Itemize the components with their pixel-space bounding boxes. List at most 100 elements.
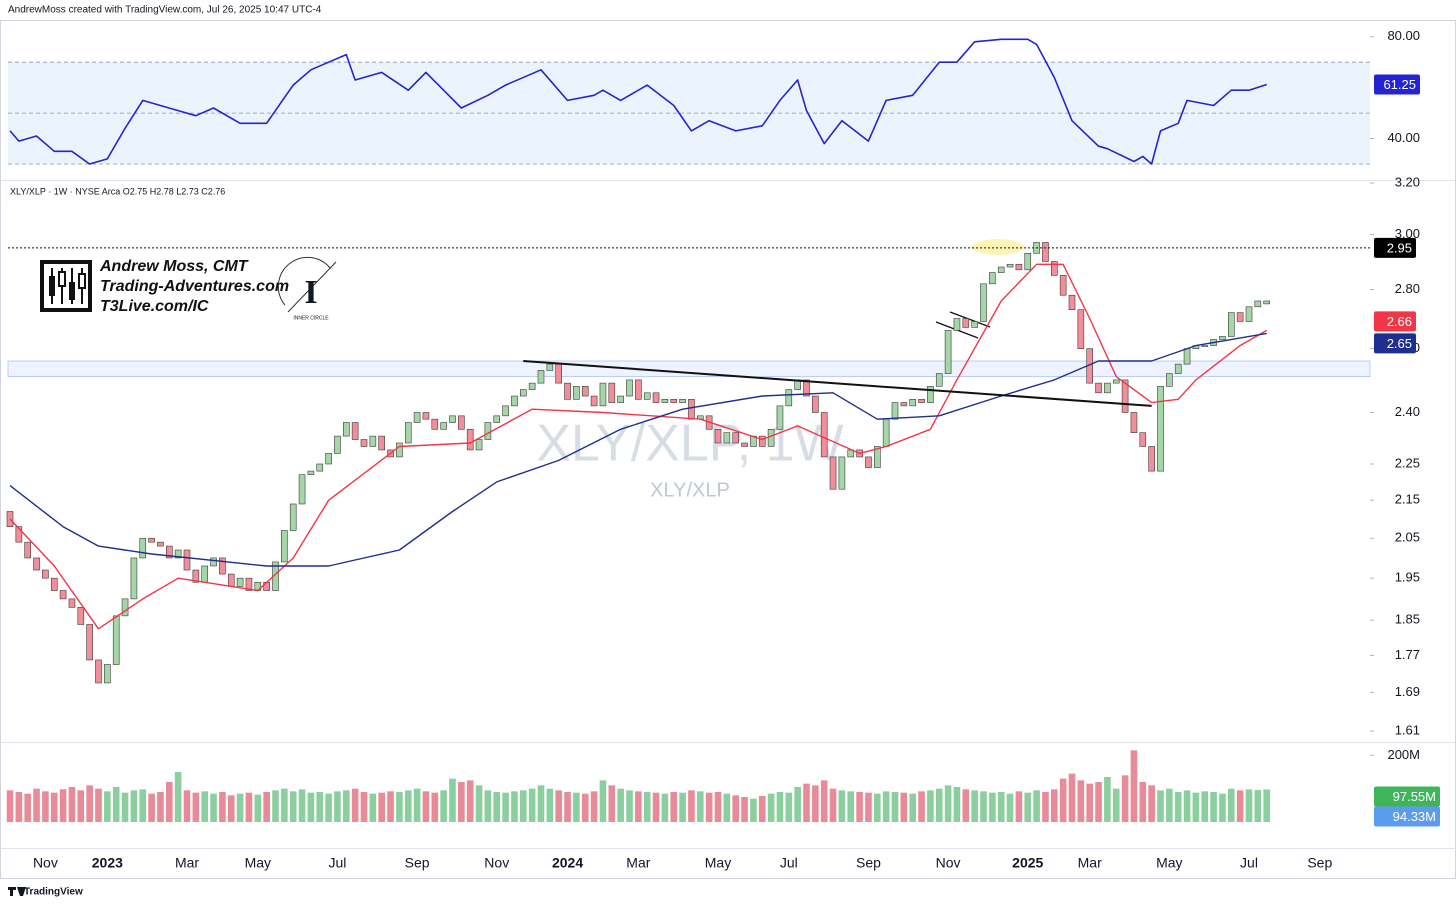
y-tick-label: 200M (1387, 747, 1420, 762)
volume-bar (935, 788, 943, 822)
volume-bar (599, 780, 607, 822)
zone (7, 360, 1371, 378)
volume-bar (1068, 773, 1076, 822)
volume-bar (68, 787, 76, 822)
volume-bar (927, 790, 934, 822)
volume-bar (475, 785, 483, 822)
x-tick-label: Mar (626, 855, 650, 871)
badge-text: INNER CIRCLE (293, 315, 329, 321)
volume-bar (608, 785, 616, 822)
volume-bar (192, 792, 200, 822)
candle (661, 399, 669, 403)
x-tick-label: Nov (484, 855, 509, 871)
volume-bar (121, 792, 129, 822)
candle (50, 577, 58, 591)
header: AndrewMoss created with TradingView.com,… (8, 5, 322, 16)
volume-bar (157, 792, 164, 822)
volume-bar (1042, 792, 1049, 822)
candle (918, 399, 925, 403)
volume-bar (874, 793, 881, 822)
volume-bar (493, 792, 501, 822)
candle (714, 428, 722, 444)
volume-bar (236, 793, 244, 822)
volume-bar (511, 791, 518, 822)
logo-candle (78, 273, 86, 289)
candle (1183, 348, 1191, 365)
candle (758, 435, 766, 447)
volume-bar (139, 789, 147, 822)
volume-bar (112, 787, 120, 822)
y-tick-label: 80.00 (1387, 28, 1420, 43)
candle (174, 549, 182, 559)
candle (688, 399, 695, 420)
volume-bar (794, 787, 801, 822)
volume-bar (166, 782, 173, 822)
volume-bar (289, 791, 297, 822)
volume-bar (803, 783, 810, 822)
candle (643, 392, 651, 400)
candle (68, 598, 76, 608)
rsi-last-label: 61.25 (1383, 77, 1416, 92)
footer-text: TradingView (24, 887, 83, 898)
candle (210, 557, 217, 567)
candle (139, 537, 147, 559)
volume-bar (1245, 789, 1253, 822)
candle (1024, 252, 1032, 271)
candle (732, 432, 740, 444)
volume-bar (732, 795, 739, 822)
y-tick-label: 1.77 (1395, 647, 1420, 662)
y-tick-label: 1.61 (1395, 722, 1420, 737)
logo-candle (69, 282, 75, 300)
candle (1077, 309, 1085, 349)
candle (935, 373, 943, 387)
y-tick-label: 1.85 (1395, 612, 1420, 627)
x-tick-label: Jul (780, 855, 798, 871)
candle (422, 412, 430, 420)
rsi-line (9, 38, 1267, 165)
ma-last-label: 2.66 (1387, 314, 1412, 329)
candle (785, 389, 793, 407)
volume-bar (130, 790, 138, 822)
candle (201, 565, 208, 583)
candle (475, 439, 483, 451)
candle (528, 382, 536, 390)
candle (130, 557, 138, 600)
volume-bar (502, 792, 509, 822)
candle (1201, 345, 1209, 347)
candle (1166, 373, 1173, 387)
volume-bar (183, 790, 191, 822)
candle (608, 382, 616, 403)
candle (617, 395, 624, 403)
candle (1174, 363, 1182, 374)
candle (360, 439, 368, 447)
volume-bar (705, 792, 713, 822)
x-tick-label: Sep (405, 855, 430, 871)
volume-bar (856, 792, 863, 822)
volume-bar (670, 792, 678, 822)
volume-bar (758, 796, 766, 822)
volume-bar (201, 791, 208, 822)
candle (183, 549, 191, 571)
volume-bar (15, 792, 23, 822)
volume-bar (882, 791, 890, 822)
volume-bar (1157, 790, 1164, 822)
candle (298, 474, 306, 505)
candle (971, 321, 978, 328)
candle (227, 573, 235, 587)
candle (1254, 300, 1262, 308)
x-tick-label: 2024 (552, 855, 583, 871)
volume-bar (77, 790, 85, 822)
candle (1157, 386, 1164, 472)
volume-bar (1263, 789, 1270, 822)
volume-bar (688, 790, 695, 822)
watermark-subtitle: XLY/XLP (650, 479, 730, 501)
volume-bar (254, 794, 262, 822)
volume-bar (820, 780, 828, 822)
volume-bar (1015, 791, 1023, 822)
y-tick-label: 1.95 (1395, 570, 1420, 585)
candle (440, 422, 447, 430)
candle (865, 456, 872, 468)
candle (1042, 242, 1049, 262)
candle (555, 363, 563, 384)
level-label: 2.95 (1387, 240, 1412, 255)
